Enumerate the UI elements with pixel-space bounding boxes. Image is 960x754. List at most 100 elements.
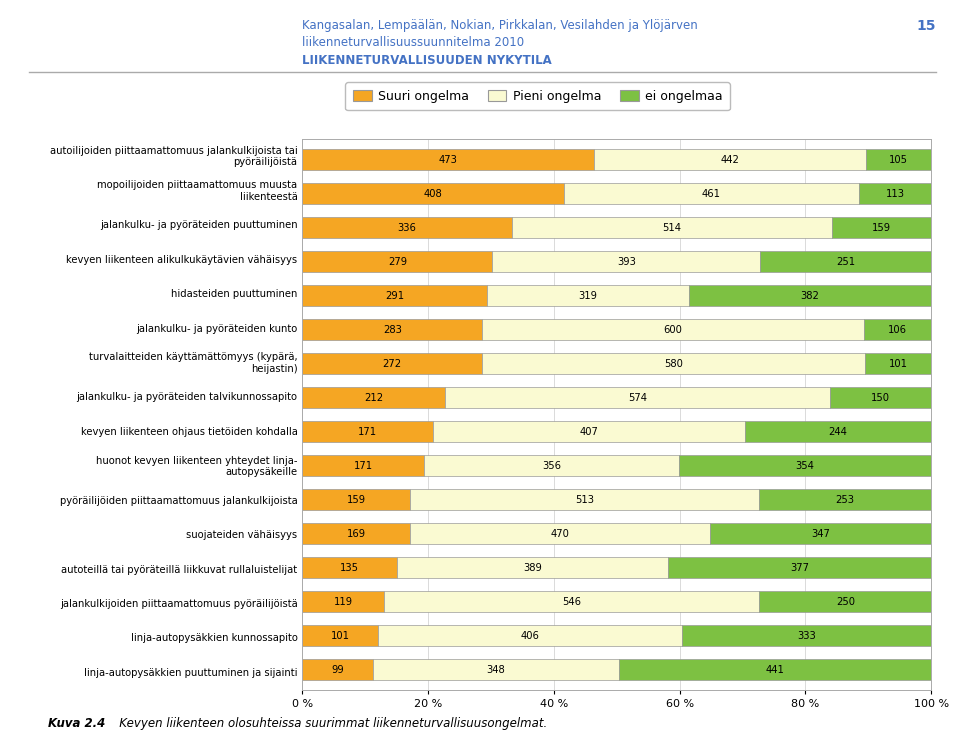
Bar — [424, 455, 679, 477]
Text: 150: 150 — [872, 393, 890, 403]
Text: 514: 514 — [662, 223, 682, 233]
Text: kevyen liikenteen alikulkukäytävien vähäisyys: kevyen liikenteen alikulkukäytävien vähä… — [66, 255, 298, 265]
Text: 291: 291 — [385, 291, 404, 301]
Bar — [302, 183, 564, 204]
Text: 574: 574 — [628, 393, 647, 403]
Bar — [830, 388, 931, 408]
Text: LIIKENNETURVALLISUUDEN NYKYTILA: LIIKENNETURVALLISUUDEN NYKYTILA — [302, 54, 552, 66]
Bar — [384, 591, 759, 612]
Text: 347: 347 — [811, 529, 830, 538]
Bar — [760, 251, 931, 272]
Text: 580: 580 — [663, 359, 683, 369]
Bar — [512, 217, 832, 238]
Bar — [444, 388, 830, 408]
Bar — [745, 421, 931, 442]
Bar — [302, 489, 411, 510]
Bar — [619, 659, 931, 680]
Bar — [482, 319, 864, 340]
Text: 101: 101 — [888, 359, 907, 369]
Text: 513: 513 — [575, 495, 594, 504]
Text: 253: 253 — [836, 495, 854, 504]
Text: jalankulku- ja pyöräteiden kunto: jalankulku- ja pyöräteiden kunto — [136, 323, 298, 334]
Text: 171: 171 — [354, 461, 373, 470]
Text: 407: 407 — [580, 427, 598, 437]
Bar — [302, 217, 512, 238]
Text: linja-autopysäkkien puuttuminen ja sijainti: linja-autopysäkkien puuttuminen ja sijai… — [84, 668, 298, 678]
Bar — [759, 591, 931, 612]
Text: 354: 354 — [796, 461, 814, 470]
Text: 406: 406 — [520, 630, 540, 641]
Text: 470: 470 — [551, 529, 569, 538]
Bar — [867, 149, 931, 170]
Text: 279: 279 — [388, 257, 407, 267]
Bar — [864, 319, 931, 340]
Bar — [302, 625, 378, 646]
Bar — [378, 625, 682, 646]
Bar — [410, 523, 709, 544]
Bar — [594, 149, 867, 170]
Text: 461: 461 — [702, 188, 721, 199]
Text: jalankulkijoiden piittaamattomuus pyöräilijöistä: jalankulkijoiden piittaamattomuus pyöräi… — [60, 599, 298, 609]
Text: 393: 393 — [617, 257, 636, 267]
Text: 546: 546 — [563, 596, 582, 606]
Bar — [832, 217, 931, 238]
Text: 473: 473 — [439, 155, 458, 165]
Bar — [668, 557, 931, 578]
Text: 408: 408 — [423, 188, 443, 199]
Bar — [689, 285, 931, 306]
Bar — [302, 659, 372, 680]
Bar — [302, 455, 424, 477]
Text: jalankulku- ja pyöräteiden puuttuminen: jalankulku- ja pyöräteiden puuttuminen — [100, 220, 298, 231]
Bar — [396, 557, 668, 578]
Text: kevyen liikenteen ohjaus tietöiden kohdalla: kevyen liikenteen ohjaus tietöiden kohda… — [81, 427, 298, 437]
Bar — [865, 353, 931, 374]
Bar — [302, 353, 482, 374]
Text: 250: 250 — [836, 596, 854, 606]
Text: 159: 159 — [872, 223, 891, 233]
Text: 319: 319 — [579, 291, 597, 301]
Bar — [411, 489, 759, 510]
Bar — [302, 557, 396, 578]
Text: turvalaitteiden käyttämättömyys (kypärä,
heijastin): turvalaitteiden käyttämättömyys (kypärä,… — [89, 352, 298, 374]
Text: 212: 212 — [364, 393, 383, 403]
Text: 135: 135 — [340, 562, 359, 572]
Bar — [487, 285, 689, 306]
Bar — [859, 183, 931, 204]
Text: 169: 169 — [347, 529, 366, 538]
Text: liikenneturvallisuussuunnitelma 2010: liikenneturvallisuussuunnitelma 2010 — [302, 36, 524, 49]
Text: 348: 348 — [487, 664, 505, 675]
Text: 101: 101 — [330, 630, 349, 641]
Text: 333: 333 — [797, 630, 816, 641]
Text: pyöräilijöiden piittaamattomuus jalankulkijoista: pyöräilijöiden piittaamattomuus jalankul… — [60, 495, 298, 506]
Text: 336: 336 — [397, 223, 417, 233]
Bar — [492, 251, 760, 272]
Text: mopoilijoiden piittaamattomuus muusta
liikenteestä: mopoilijoiden piittaamattomuus muusta li… — [98, 180, 298, 202]
Bar — [564, 183, 859, 204]
Text: autoilijoiden piittaamattomuus jalankulkijoista tai
pyöräilijöistä: autoilijoiden piittaamattomuus jalankulk… — [50, 146, 298, 167]
Bar — [709, 523, 931, 544]
Text: 15: 15 — [917, 19, 936, 33]
Text: 389: 389 — [523, 562, 541, 572]
Bar — [759, 489, 931, 510]
Bar — [433, 421, 745, 442]
Text: 113: 113 — [885, 188, 904, 199]
Text: 244: 244 — [828, 427, 848, 437]
Bar — [372, 659, 619, 680]
Text: 441: 441 — [766, 664, 784, 675]
Bar — [302, 591, 384, 612]
Bar — [302, 251, 492, 272]
Text: autoteillä tai pyöräteillä liikkuvat rullaluistelijat: autoteillä tai pyöräteillä liikkuvat rul… — [61, 565, 298, 575]
Text: 106: 106 — [888, 325, 907, 335]
Legend: Suuri ongelma, Pieni ongelma, ei ongelmaa: Suuri ongelma, Pieni ongelma, ei ongelma… — [346, 82, 730, 110]
Text: hidasteiden puuttuminen: hidasteiden puuttuminen — [171, 290, 298, 299]
Text: 600: 600 — [663, 325, 683, 335]
Text: Kevyen liikenteen olosuhteissa suurimmat liikenneturvallisuusongelmat.: Kevyen liikenteen olosuhteissa suurimmat… — [108, 717, 547, 730]
Text: 119: 119 — [334, 596, 353, 606]
Text: 99: 99 — [331, 664, 344, 675]
Bar — [302, 285, 487, 306]
Text: 382: 382 — [801, 291, 820, 301]
Text: 442: 442 — [721, 155, 739, 165]
Text: Kangasalan, Lempäälän, Nokian, Pirkkalan, Vesilahden ja Ylöjärven: Kangasalan, Lempäälän, Nokian, Pirkkalan… — [302, 19, 698, 32]
Bar — [679, 455, 931, 477]
Text: huonot kevyen liikenteen yhteydet linja-
autopysäkeille: huonot kevyen liikenteen yhteydet linja-… — [96, 455, 298, 477]
